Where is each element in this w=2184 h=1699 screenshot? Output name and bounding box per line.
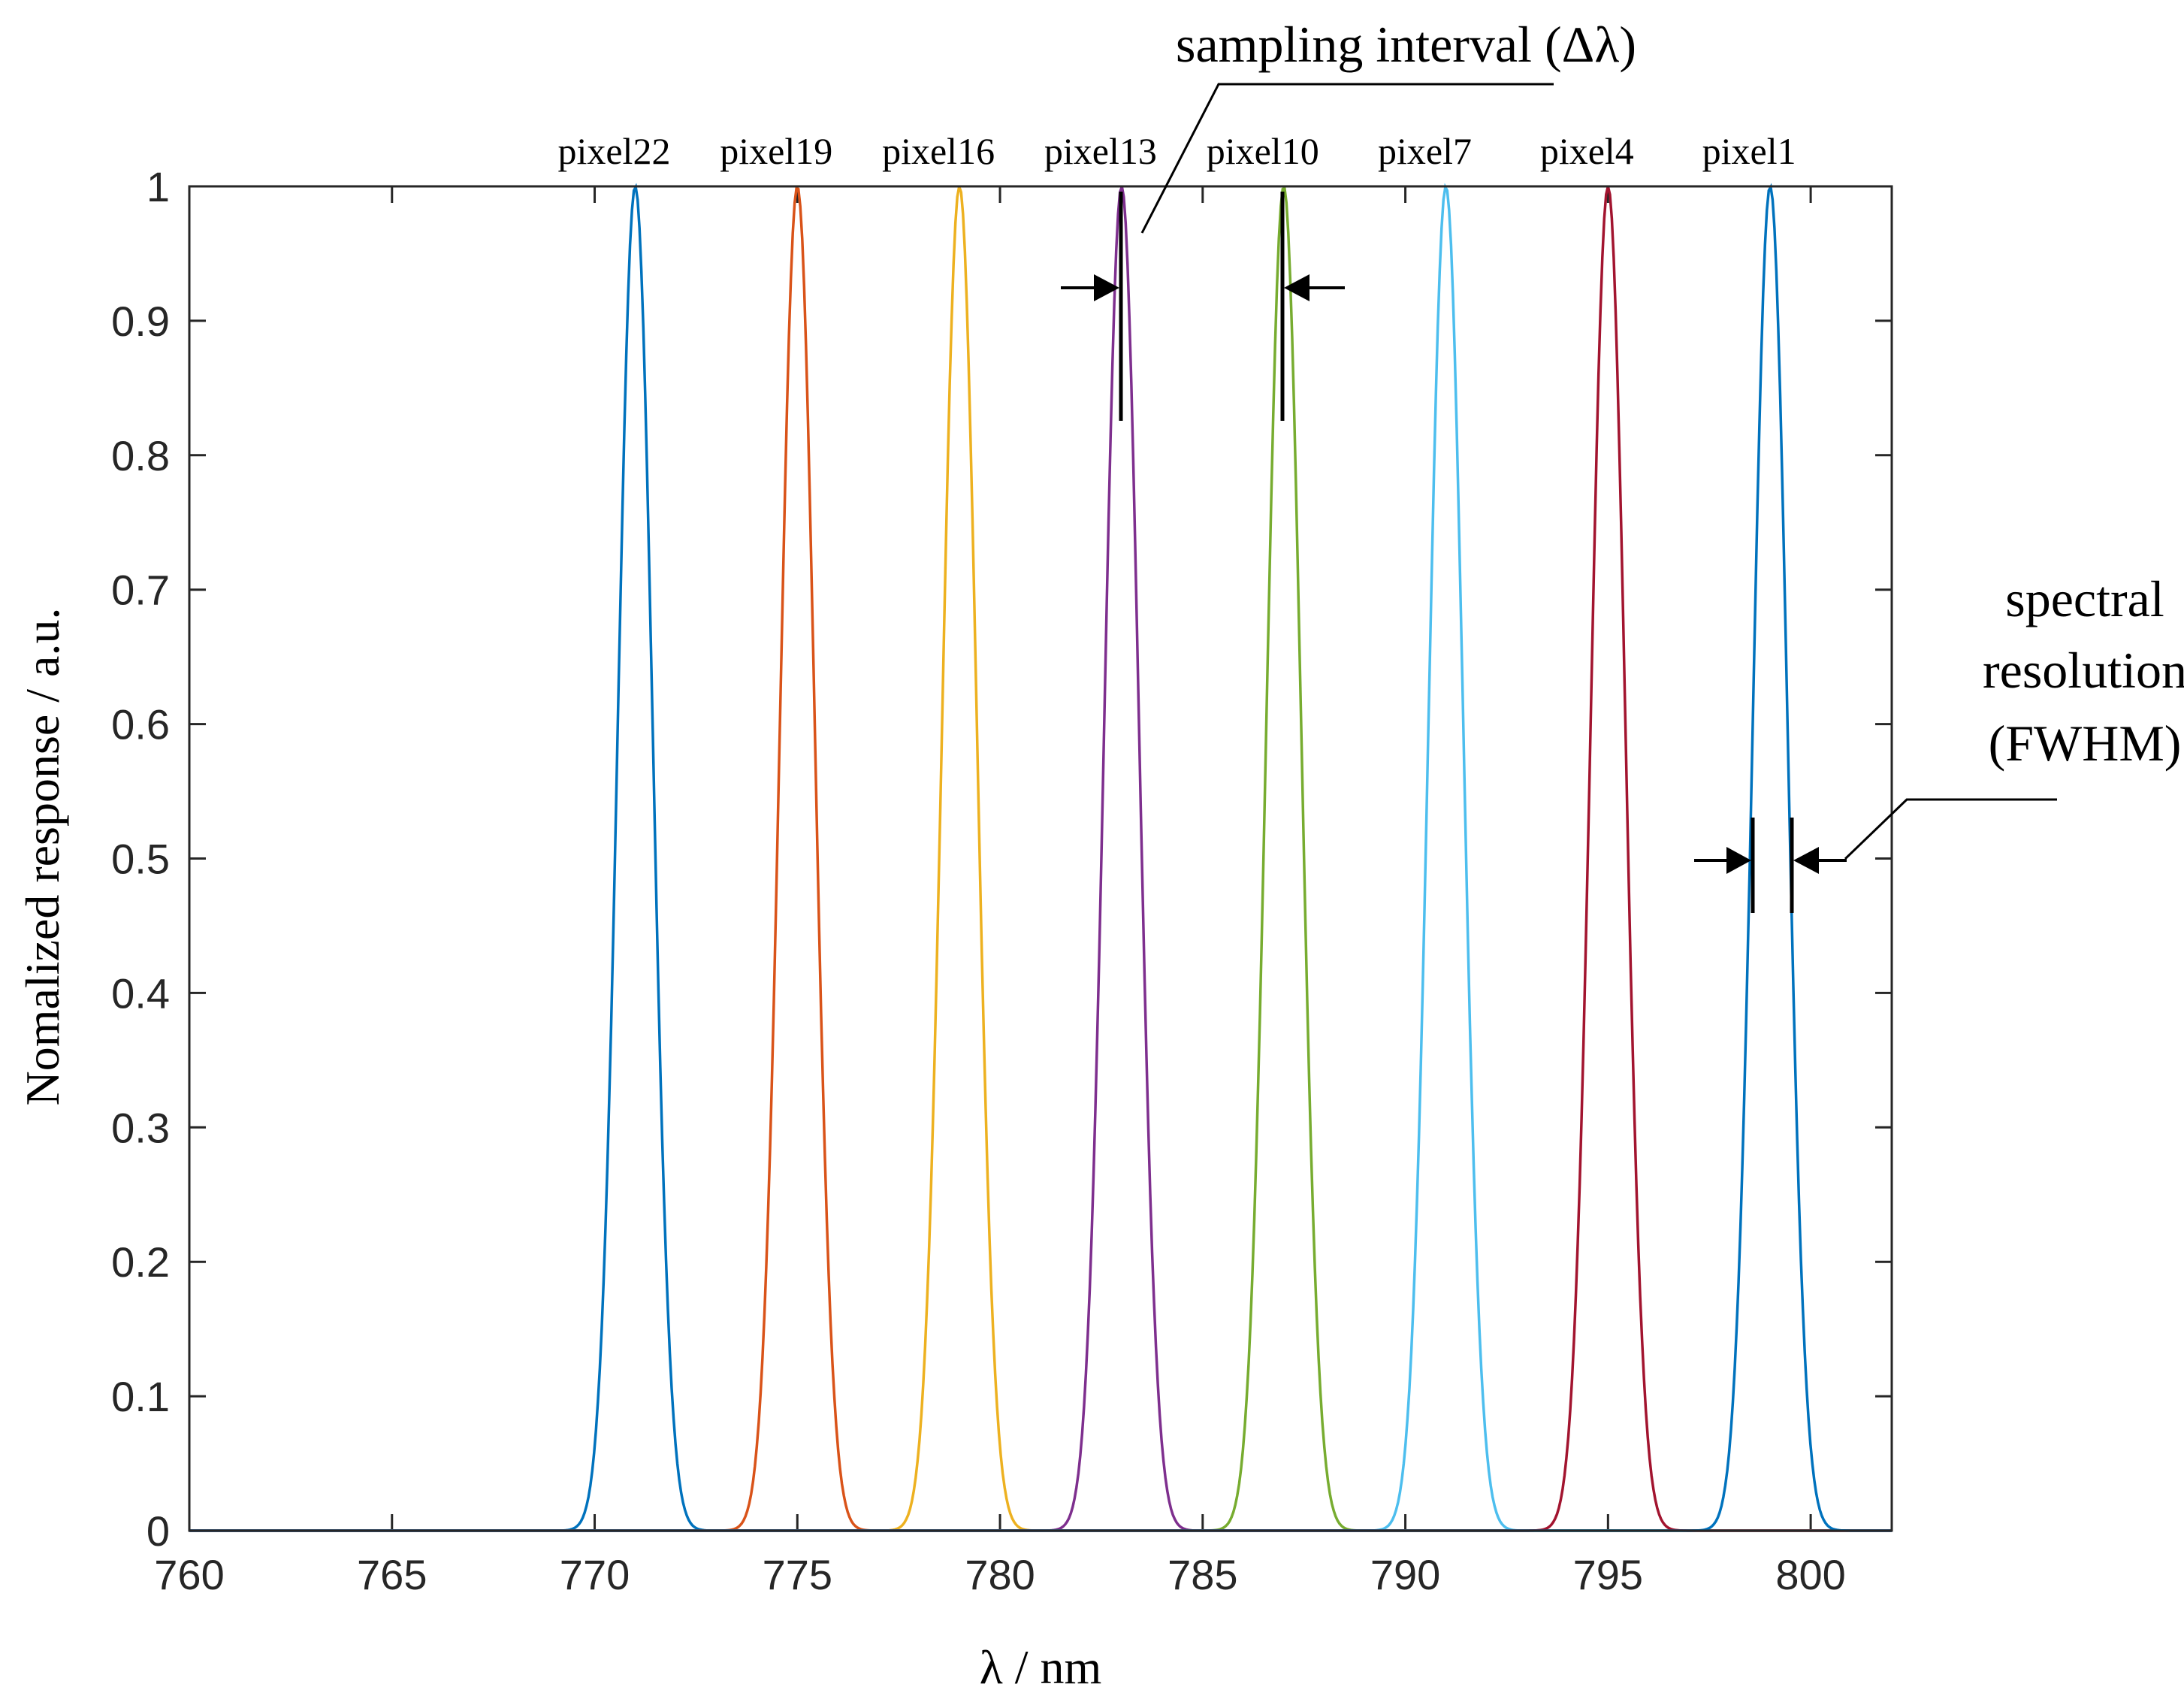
spectral-resolution-line1: spectral — [2005, 570, 2164, 627]
pixel-label-pixel19: pixel19 — [720, 130, 832, 172]
spectral-resolution-line3: (FWHM) — [1989, 715, 2182, 772]
y-tick-label: 0.6 — [111, 701, 170, 748]
pixel-label-pixel16: pixel16 — [882, 130, 995, 172]
x-tick-label: 800 — [1775, 1551, 1845, 1598]
pixel-label-pixel22: pixel22 — [557, 130, 670, 172]
sampling-interval-leader — [1140, 83, 1554, 234]
y-tick-label: 0.2 — [111, 1238, 170, 1286]
y-tick-label: 0.1 — [111, 1373, 170, 1420]
x-tick-label: 770 — [560, 1551, 630, 1598]
x-tick-label: 760 — [154, 1551, 224, 1598]
pixel-label-pixel1: pixel1 — [1702, 130, 1796, 172]
pixel-label-pixel7: pixel7 — [1378, 130, 1472, 172]
y-tick-label: 0.4 — [111, 969, 170, 1017]
y-tick-labels: 0 0.1 0.2 0.3 0.4 0.5 0.6 0.7 0.8 0.9 1 — [111, 163, 170, 1555]
sampling-arrow-right-icon — [1284, 274, 1309, 301]
x-tick-label: 795 — [1573, 1551, 1643, 1598]
x-tick-label: 775 — [763, 1551, 832, 1598]
fwhm-arrow-right-icon — [1793, 847, 1819, 874]
y-tick-label: 0.9 — [111, 298, 170, 345]
spectral-resolution-line2: resolution — [1983, 642, 2184, 699]
spectral-resolution-leader — [1844, 798, 2057, 860]
pixel-label-pixel10: pixel10 — [1207, 130, 1319, 172]
y-axis-title: Nomalized response / a.u. — [16, 608, 69, 1106]
y-tick-label: 0.8 — [111, 432, 170, 479]
sampling-arrow-left-icon — [1094, 274, 1119, 301]
x-tick-label: 765 — [357, 1551, 427, 1598]
sampling-interval-label: sampling interval (Δλ) — [1176, 16, 1636, 73]
y-tick-label: 0.7 — [111, 567, 170, 614]
y-tick-label: 0 — [147, 1507, 170, 1555]
pixel-label-pixel13: pixel13 — [1044, 130, 1157, 172]
x-tick-labels: 760 765 770 775 780 785 790 795 800 — [154, 1551, 1846, 1598]
plot-frame — [188, 185, 1893, 1532]
y-tick-label: 0.3 — [111, 1104, 170, 1151]
x-tick-label: 785 — [1168, 1551, 1237, 1598]
pixel-labels: pixel22 pixel19 pixel16 pixel13 pixel10 pixel… — [557, 130, 1796, 172]
spectral-resolution-annotation: spectral resolution (FWHM) — [1694, 570, 2184, 913]
fwhm-arrow-left-icon — [1726, 847, 1751, 874]
y-tick-label: 0.5 — [111, 836, 170, 883]
y-tick-label: 1 — [147, 163, 170, 210]
sampling-interval-annotation: sampling interval (Δλ) — [1061, 16, 1636, 421]
x-tick-label: 780 — [965, 1551, 1035, 1598]
x-tick-label: 790 — [1370, 1551, 1440, 1598]
pixel-label-pixel4: pixel4 — [1540, 130, 1634, 172]
x-axis-title: λ / nm — [980, 1640, 1102, 1694]
